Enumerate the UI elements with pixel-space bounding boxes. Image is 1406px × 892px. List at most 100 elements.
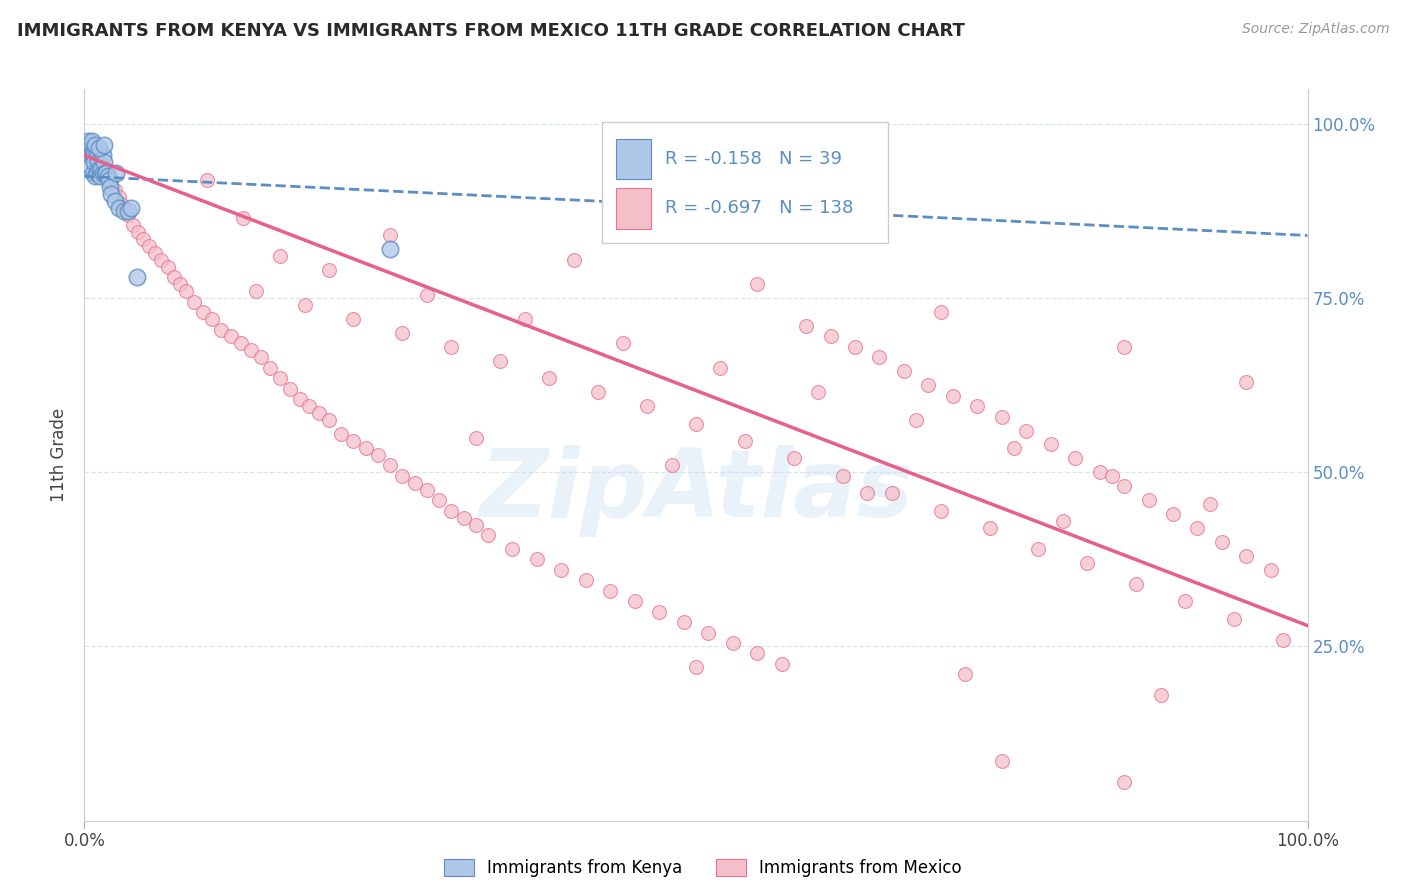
- Point: [122, 218, 145, 232]
- Point: [440, 503, 463, 517]
- Point: [1161, 507, 1184, 521]
- Point: [138, 239, 160, 253]
- Point: [991, 755, 1014, 769]
- Point: [794, 319, 817, 334]
- Point: [550, 563, 572, 577]
- Point: [1236, 375, 1258, 389]
- Point: [191, 305, 214, 319]
- Point: [89, 169, 111, 184]
- Point: [942, 389, 965, 403]
- Point: [391, 468, 413, 483]
- Point: [427, 493, 450, 508]
- Point: [440, 340, 463, 354]
- Point: [98, 179, 121, 194]
- Point: [1064, 451, 1087, 466]
- Point: [464, 430, 486, 444]
- Point: [87, 155, 110, 169]
- Text: R = -0.697   N = 138: R = -0.697 N = 138: [665, 200, 853, 218]
- Point: [200, 312, 222, 326]
- Point: [105, 166, 128, 180]
- Text: ZipAtlas: ZipAtlas: [479, 445, 912, 538]
- Point: [562, 252, 585, 267]
- Point: [783, 451, 806, 466]
- Point: [318, 413, 340, 427]
- Point: [82, 148, 104, 162]
- Point: [1150, 688, 1173, 702]
- Point: [269, 249, 291, 263]
- Point: [195, 173, 218, 187]
- Point: [929, 503, 952, 517]
- Point: [648, 605, 671, 619]
- Point: [1125, 576, 1147, 591]
- Point: [538, 371, 561, 385]
- Text: IMMIGRANTS FROM KENYA VS IMMIGRANTS FROM MEXICO 11TH GRADE CORRELATION CHART: IMMIGRANTS FROM KENYA VS IMMIGRANTS FROM…: [17, 22, 965, 40]
- Point: [80, 135, 103, 149]
- Point: [380, 458, 402, 473]
- Point: [1223, 612, 1246, 626]
- Point: [318, 263, 340, 277]
- Point: [83, 155, 105, 169]
- Point: [84, 169, 107, 184]
- Point: [844, 340, 866, 354]
- Point: [90, 162, 112, 177]
- Point: [93, 162, 115, 177]
- Point: [174, 284, 197, 298]
- Point: [831, 468, 853, 483]
- Point: [97, 173, 120, 187]
- Point: [685, 417, 707, 431]
- Point: [219, 329, 242, 343]
- Point: [107, 190, 129, 204]
- Point: [232, 211, 254, 225]
- Point: [96, 166, 118, 180]
- Point: [209, 322, 232, 336]
- Point: [1198, 497, 1220, 511]
- Point: [83, 148, 105, 162]
- Point: [575, 574, 598, 588]
- Point: [76, 137, 98, 152]
- Point: [636, 399, 658, 413]
- Point: [770, 657, 793, 671]
- Point: [1260, 563, 1282, 577]
- Point: [87, 155, 110, 169]
- Point: [96, 166, 118, 180]
- Point: [1002, 441, 1025, 455]
- Point: [979, 521, 1001, 535]
- Point: [79, 159, 101, 173]
- Point: [1076, 556, 1098, 570]
- Point: [104, 183, 127, 197]
- Point: [404, 475, 426, 490]
- Point: [747, 647, 769, 661]
- Point: [721, 636, 744, 650]
- Point: [112, 204, 135, 219]
- Point: [380, 228, 402, 243]
- Point: [917, 378, 939, 392]
- Point: [77, 137, 100, 152]
- Point: [86, 152, 108, 166]
- Point: [1211, 535, 1233, 549]
- Point: [114, 204, 136, 219]
- Point: [661, 458, 683, 473]
- Point: [1101, 468, 1123, 483]
- Point: [672, 615, 695, 629]
- Point: [513, 312, 536, 326]
- Point: [80, 141, 103, 155]
- Point: [697, 625, 720, 640]
- Point: [100, 176, 122, 190]
- Point: [1236, 549, 1258, 563]
- Point: [77, 141, 100, 155]
- Point: [953, 667, 976, 681]
- Point: [308, 406, 330, 420]
- Bar: [616, 188, 651, 228]
- Point: [820, 329, 842, 343]
- Text: Source: ZipAtlas.com: Source: ZipAtlas.com: [1241, 22, 1389, 37]
- Point: [156, 260, 179, 274]
- Point: [107, 201, 129, 215]
- Point: [489, 354, 512, 368]
- Point: [1088, 466, 1111, 480]
- Point: [259, 360, 281, 375]
- Point: [77, 148, 100, 162]
- Point: [94, 166, 117, 180]
- Point: [84, 152, 107, 166]
- Point: [97, 169, 120, 184]
- Point: [104, 194, 127, 208]
